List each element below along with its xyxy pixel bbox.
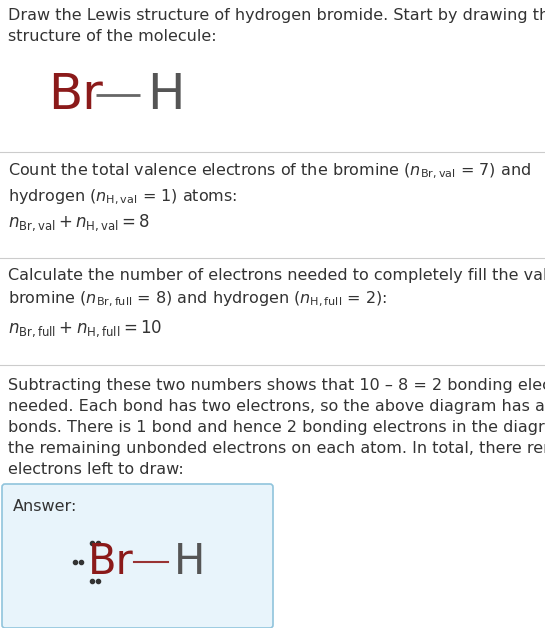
Text: $n_\mathrm{Br,full} + n_\mathrm{H,full} = 10$: $n_\mathrm{Br,full} + n_\mathrm{H,full} … bbox=[8, 318, 162, 338]
Text: $n_\mathrm{Br,val} + n_\mathrm{H,val} = 8$: $n_\mathrm{Br,val} + n_\mathrm{H,val} = … bbox=[8, 212, 150, 232]
Text: Count the total valence electrons of the bromine ($n_\mathrm{Br,val}$ = 7) and
h: Count the total valence electrons of the… bbox=[8, 162, 531, 207]
Text: Br: Br bbox=[48, 71, 103, 119]
Text: Br: Br bbox=[88, 541, 134, 583]
Text: H: H bbox=[147, 71, 185, 119]
Text: Calculate the number of electrons needed to completely fill the valence shells f: Calculate the number of electrons needed… bbox=[8, 268, 545, 309]
Text: Subtracting these two numbers shows that 10 – 8 = 2 bonding electrons are
needed: Subtracting these two numbers shows that… bbox=[8, 378, 545, 477]
Text: Answer:: Answer: bbox=[13, 499, 77, 514]
Text: H: H bbox=[174, 541, 205, 583]
Text: Draw the Lewis structure of hydrogen bromide. Start by drawing the overall
struc: Draw the Lewis structure of hydrogen bro… bbox=[8, 8, 545, 44]
FancyBboxPatch shape bbox=[2, 484, 273, 628]
